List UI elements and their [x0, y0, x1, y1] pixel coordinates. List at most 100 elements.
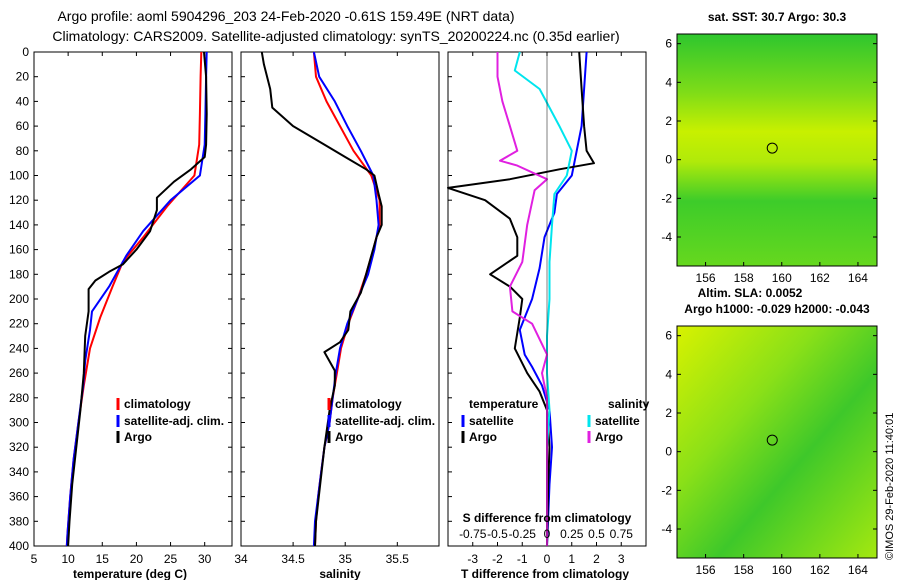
- series-line-temperature-argo: [447, 51, 595, 547]
- depth-tick-label: 380: [9, 514, 29, 528]
- x-tick-label: 5: [31, 552, 38, 566]
- depth-tick-label: 400: [9, 539, 29, 553]
- depth-tick-label: 80: [16, 144, 30, 158]
- map-y-tick-label: 4: [665, 75, 672, 89]
- map-x-tick-label: 164: [848, 271, 868, 285]
- x-tick-label: -2: [492, 552, 503, 566]
- x-tick-label: 2: [593, 552, 600, 566]
- salinity-panel-frame: [240, 51, 440, 547]
- series-line-argo: [260, 51, 383, 547]
- salinity-legend: climatology satellite-adj. clim. Argo: [327, 397, 435, 444]
- map-y-tick-label: 2: [665, 406, 672, 420]
- legend-label-satellite: satellite-adj. clim.: [335, 414, 435, 428]
- map-y-tick-label: 6: [665, 37, 672, 51]
- depth-tick-label: 260: [9, 366, 29, 380]
- map-y-tick-label: 6: [665, 329, 672, 343]
- legend-label-sal-satellite: satellite: [595, 414, 640, 428]
- depth-tick-label: 200: [9, 292, 29, 306]
- map-x-tick-label: 156: [696, 563, 716, 577]
- top-tick-label: -0.75: [459, 527, 487, 541]
- map-x-tick-label: 158: [734, 271, 754, 285]
- x-tick-label: -1: [517, 552, 528, 566]
- x-tick-label: 15: [96, 552, 110, 566]
- legend-label-argo: Argo: [335, 430, 363, 444]
- map-x-tick-label: 156: [696, 271, 716, 285]
- map-y-tick-label: -4: [661, 522, 672, 536]
- temperature-xlabel: temperature (deg C): [73, 567, 187, 580]
- legend-heading-salinity: salinity: [608, 397, 650, 411]
- x-tick-label: 3: [618, 552, 625, 566]
- x-tick-label: 35: [339, 552, 353, 566]
- x-tick-label: 30: [198, 552, 212, 566]
- map-x-tick-label: 162: [810, 563, 830, 577]
- depth-tick-label: 20: [16, 70, 30, 84]
- x-tick-label: 25: [164, 552, 178, 566]
- top-tick-label: 0.25: [560, 527, 584, 541]
- sla-map-title-2: Argo h1000: -0.029 h2000: -0.043: [684, 302, 870, 316]
- x-tick-label: 0: [544, 552, 551, 566]
- depth-tick-label: 360: [9, 490, 29, 504]
- top-tick-label: 0.5: [588, 527, 605, 541]
- sla-map: 156 158 160 162 164 6 4 2 0 -2 -4: [661, 329, 877, 577]
- x-tick-label: 1: [568, 552, 575, 566]
- series-line-satellite-adj-clim-: [65, 51, 208, 547]
- map-x-tick-label: 164: [848, 563, 868, 577]
- temperature-panel-frame: [33, 51, 233, 547]
- map-y-tick-label: 2: [665, 114, 672, 128]
- depth-tick-label: 240: [9, 341, 29, 355]
- x-tick-label: 34: [234, 552, 248, 566]
- legend-label-climatology: climatology: [124, 397, 191, 411]
- sst-map: 156 158 160 162 164 6 4 2 0 -2 -4: [661, 37, 877, 285]
- series-line-argo: [67, 51, 208, 547]
- map-y-tick-label: -4: [661, 230, 672, 244]
- top-tick-label: 0.75: [610, 527, 634, 541]
- x-tick-label: 35.5: [386, 552, 410, 566]
- legend-heading-temperature: temperature: [469, 397, 539, 411]
- depth-tick-label: 280: [9, 391, 29, 405]
- depth-tick-label: 140: [9, 218, 29, 232]
- legend-label-sal-argo: Argo: [595, 430, 623, 444]
- map-x-tick-label: 160: [772, 271, 792, 285]
- depth-tick-label: 220: [9, 317, 29, 331]
- legend-label-temp-argo: Argo: [469, 430, 497, 444]
- legend-label-satellite: satellite-adj. clim.: [124, 414, 224, 428]
- map-y-tick-label: -2: [661, 483, 672, 497]
- difference-panel: -3 -2 -1 0 1 2 3 -0.75 -0.5 -0.25 0 0.25 0.5 0.75: [447, 51, 634, 566]
- depth-tick-label: 160: [9, 243, 29, 257]
- series-line-salinity-satellite: [513, 51, 573, 546]
- sst-map-title: sat. SST: 30.7 Argo: 30.3: [708, 10, 847, 24]
- map-x-tick-label: 158: [734, 563, 754, 577]
- map-y-tick-label: 0: [665, 153, 672, 167]
- map-x-tick-label: 162: [810, 271, 830, 285]
- argo-location-marker: [766, 434, 778, 446]
- salinity-panel: 34 34.5 35 35.5: [234, 51, 410, 566]
- x-tick-label: 10: [61, 552, 75, 566]
- x-tick-label: 34.5: [281, 552, 305, 566]
- depth-tick-label: 40: [16, 94, 30, 108]
- depth-axis: 0 20 40 60 80 100 120 140 160 180 200 220 240 260 280 3…: [9, 45, 452, 553]
- header-line-2: Climatology: CARS2009. Satellite-adjuste…: [52, 28, 619, 44]
- difference-legend: temperature satellite Argo salinity sate…: [461, 397, 650, 444]
- top-tick-label: -0.5: [487, 527, 508, 541]
- depth-tick-label: 320: [9, 440, 29, 454]
- header-line-1: Argo profile: aoml 5904296_203 24-Feb-20…: [57, 8, 514, 24]
- map-x-tick-label: 160: [772, 563, 792, 577]
- x-tick-label: -3: [467, 552, 478, 566]
- argo-location-marker: [766, 142, 778, 154]
- x-tick-label: 20: [130, 552, 144, 566]
- difference-top-label: S difference from climatology: [463, 511, 632, 525]
- legend-label-temp-satellite: satellite: [469, 414, 514, 428]
- series-line-salinity-argo: [496, 52, 548, 546]
- depth-tick-label: 300: [9, 416, 29, 430]
- sla-map-title-1: Altim. SLA: 0.0052: [698, 286, 803, 300]
- map-y-tick-label: 4: [665, 367, 672, 381]
- top-tick-label: 0: [544, 527, 551, 541]
- depth-tick-label: 60: [16, 119, 30, 133]
- depth-tick-label: 340: [9, 465, 29, 479]
- depth-tick-label: 0: [22, 45, 29, 59]
- depth-tick-label: 100: [9, 169, 29, 183]
- temperature-panel: 5 10 15 20 25 30: [31, 51, 212, 566]
- difference-xlabel: T difference from climatology: [461, 567, 629, 580]
- legend-label-argo: Argo: [124, 430, 152, 444]
